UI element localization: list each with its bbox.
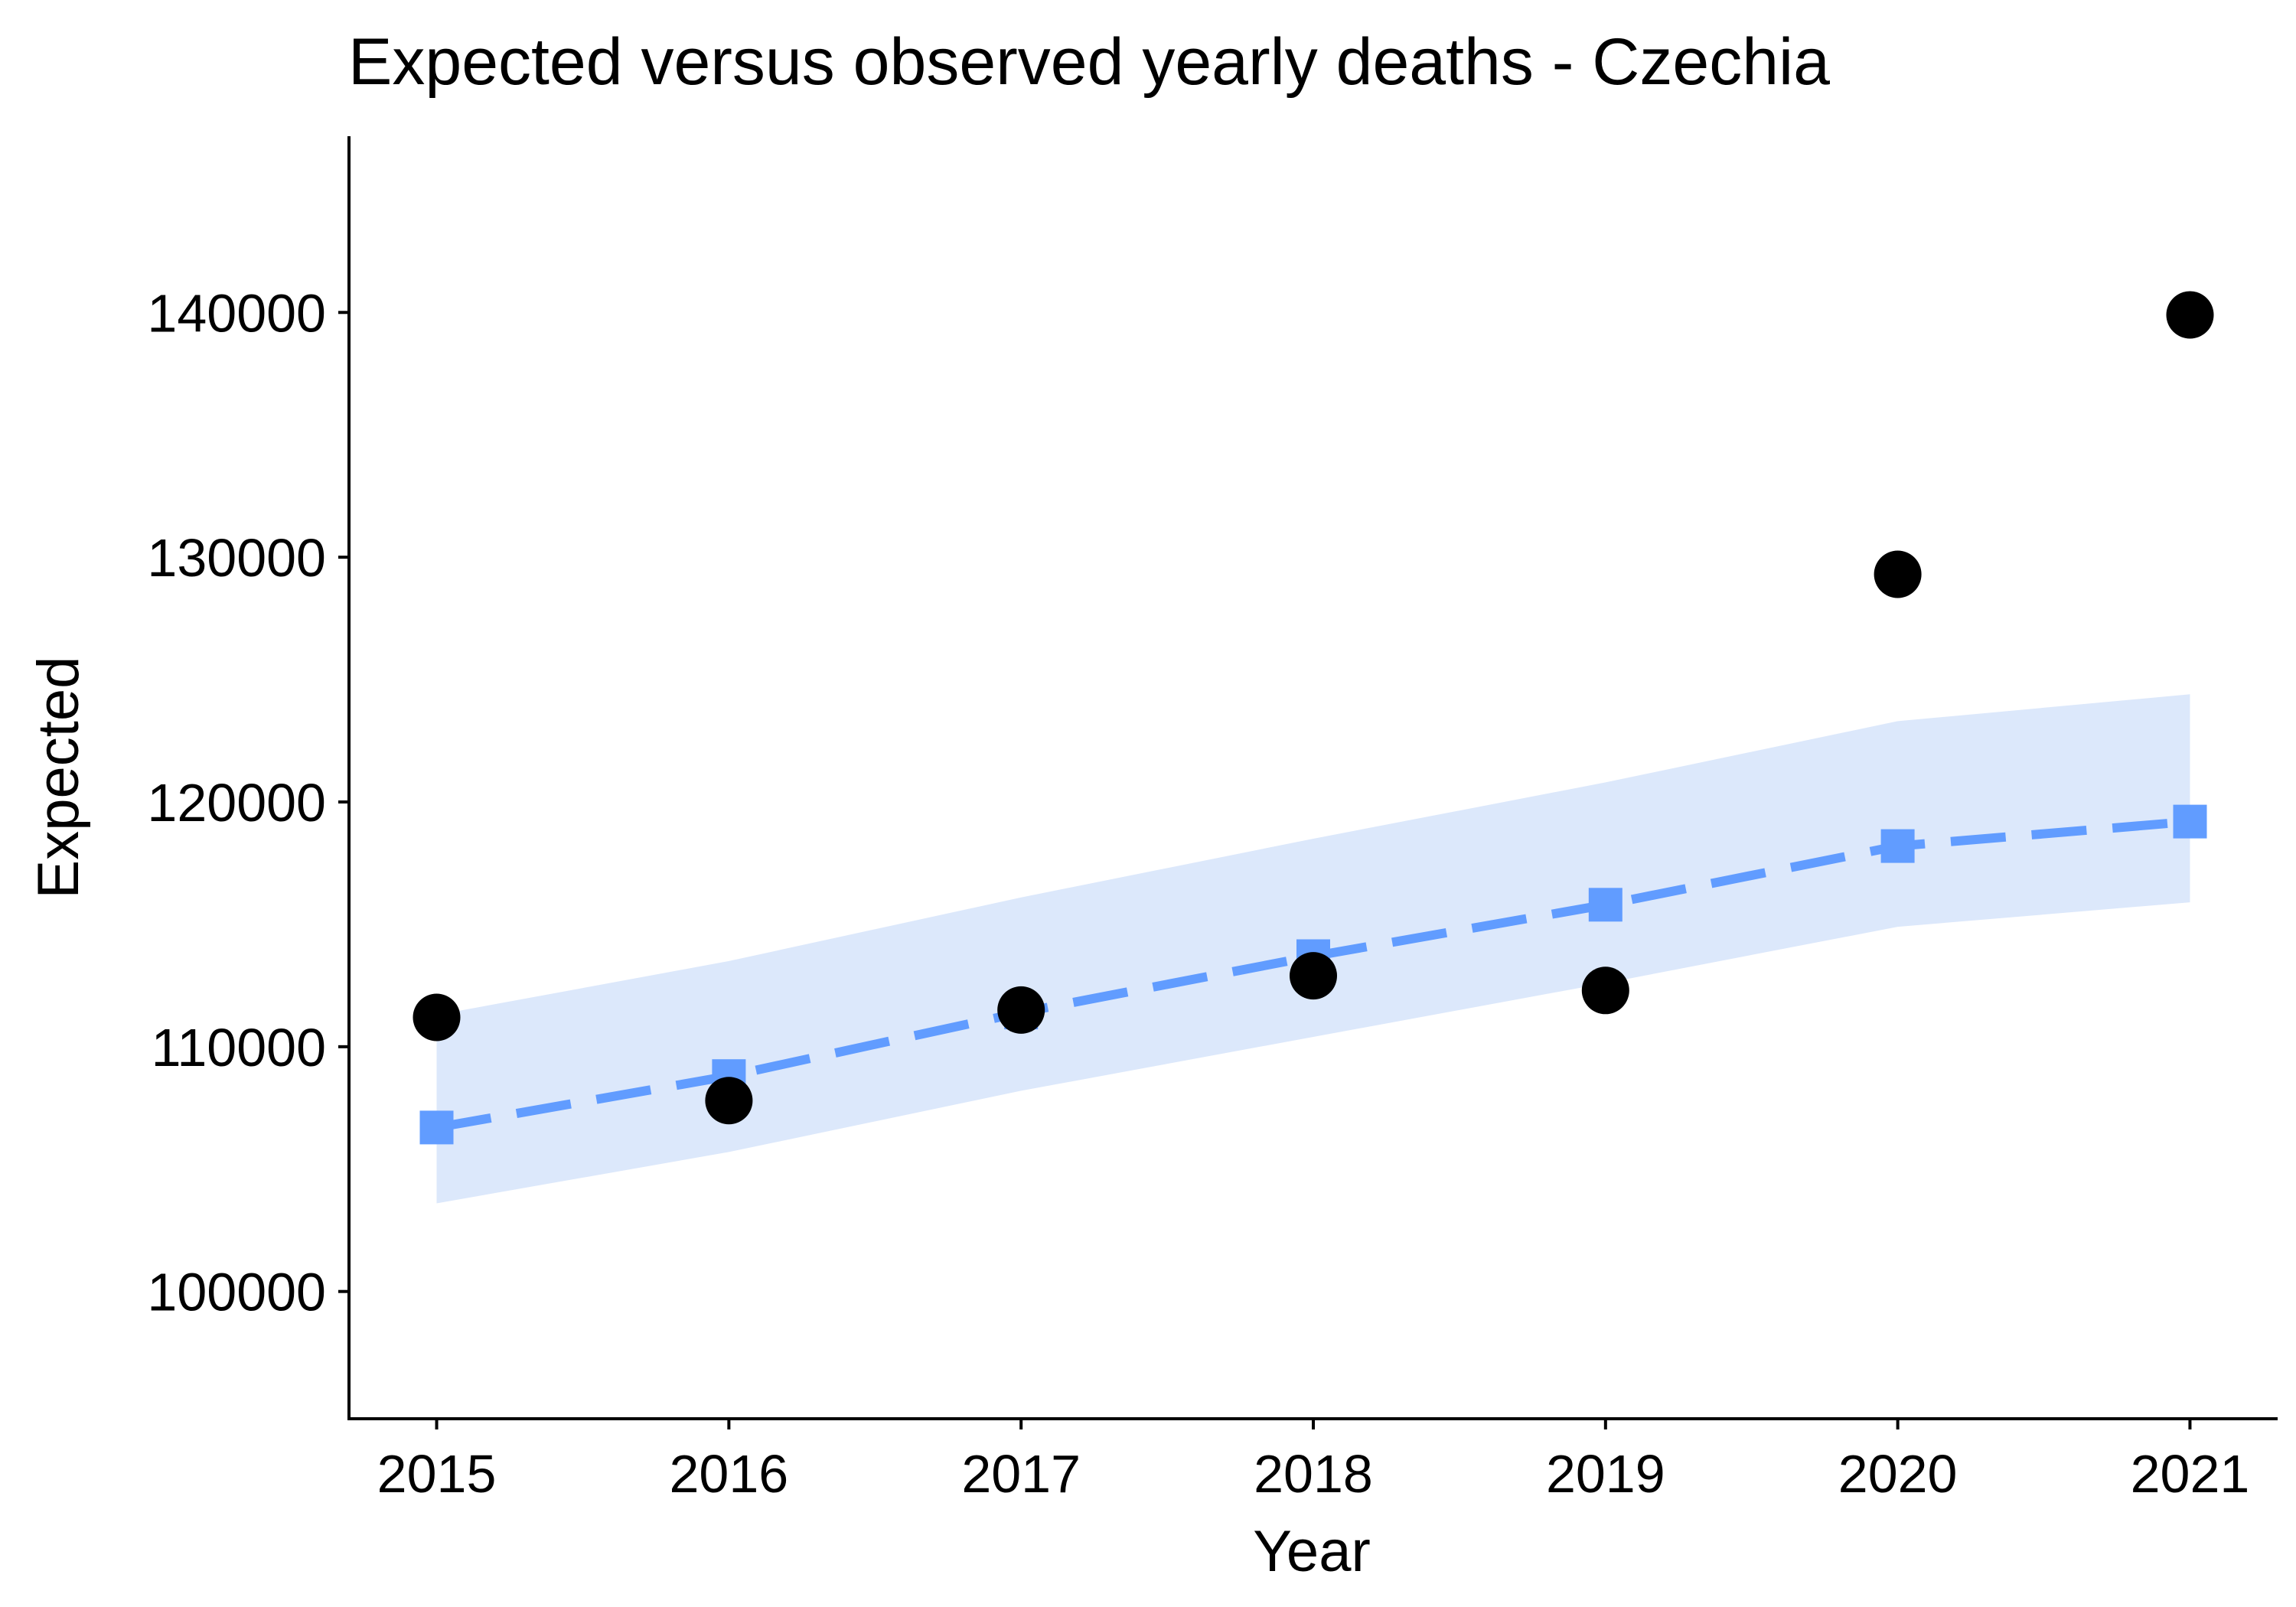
x-axis-title: Year: [1253, 1519, 1371, 1584]
expected-marker: [2173, 804, 2207, 839]
observed-points-layer: [413, 291, 2214, 1125]
observed-point: [2166, 291, 2214, 339]
x-tick-label: 2018: [1254, 1444, 1373, 1504]
x-axis-ticks: 2015 2016 2017 2018 2019 2020 2021: [377, 1419, 2250, 1504]
observed-point: [1874, 550, 1922, 598]
y-tick-label: 100000: [147, 1263, 326, 1322]
x-tick-label: 2015: [377, 1444, 497, 1504]
x-tick-label: 2019: [1546, 1444, 1665, 1504]
expected-marker: [419, 1110, 454, 1145]
observed-point: [1290, 952, 1337, 1000]
x-tick-label: 2017: [961, 1444, 1081, 1504]
y-tick-label: 110000: [152, 1018, 326, 1077]
chart-title: Expected versus observed yearly deaths -…: [348, 25, 1830, 99]
y-tick-label: 120000: [147, 773, 326, 833]
observed-point: [413, 993, 461, 1041]
y-tick-label: 130000: [147, 528, 326, 588]
observed-point: [705, 1077, 753, 1125]
expected-marker: [1588, 888, 1623, 922]
y-tick-label: 140000: [147, 283, 326, 343]
x-tick-label: 2020: [1838, 1444, 1958, 1504]
observed-point: [1581, 966, 1629, 1015]
observed-point: [997, 986, 1045, 1034]
x-tick-label: 2016: [669, 1444, 788, 1504]
expected-marker: [1880, 829, 1915, 863]
y-axis-title: Expected: [26, 657, 91, 899]
x-tick-label: 2021: [2131, 1444, 2250, 1504]
y-axis-ticks: 100000 110000 120000 130000 140000: [147, 283, 349, 1322]
